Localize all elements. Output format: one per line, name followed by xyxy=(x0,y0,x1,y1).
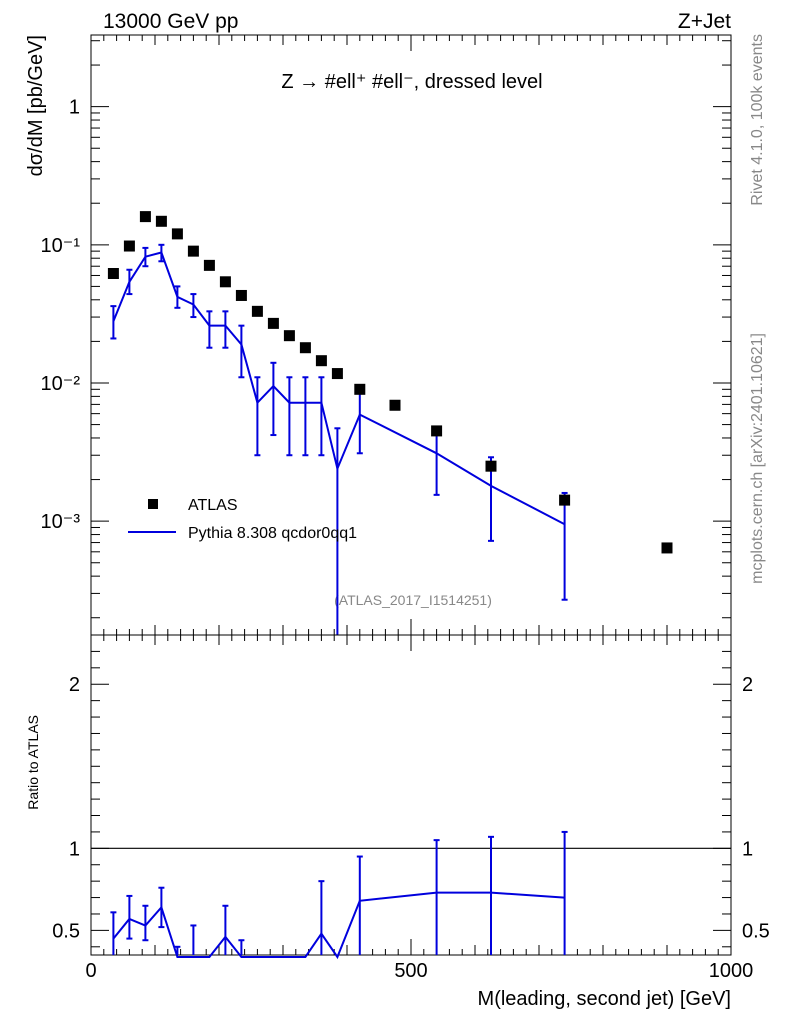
x-tick-label: 0 xyxy=(85,960,96,982)
ratio-panel: 0.5 0.5 1 1 2 2 0 500 1000 Ratio to ATLAS M(lea… xyxy=(25,634,770,1010)
legend-atlas-marker xyxy=(148,499,158,509)
atlas-point xyxy=(267,317,279,329)
atlas-point xyxy=(219,276,231,288)
atlas-point xyxy=(123,240,135,252)
atlas-point xyxy=(155,215,167,227)
ratio-y-tick-label-left: 2 xyxy=(69,674,80,696)
x-tick-label: 500 xyxy=(394,960,427,982)
analysis-tag: (ATLAS_2017_I1514251) xyxy=(334,592,492,608)
main-frame xyxy=(90,34,732,636)
mcplots-label: mcplots.cern.ch [arXiv:2401.10621] xyxy=(749,333,766,584)
ratio-frame xyxy=(90,634,732,956)
atlas-point xyxy=(187,245,199,257)
plot-title: Z → #ell⁺ #ell⁻, dressed level xyxy=(281,71,542,93)
main-y-tick-label: 1 xyxy=(69,97,80,119)
atlas-point xyxy=(139,211,151,223)
legend-atlas-label: ATLAS xyxy=(188,497,238,514)
atlas-point xyxy=(235,289,247,301)
main-data-layer xyxy=(107,211,673,635)
ratio-y-tick-label-right: 1 xyxy=(742,838,753,860)
legend: ATLAS Pythia 8.308 qcdor0qq1 xyxy=(128,497,357,542)
atlas-point xyxy=(283,330,295,342)
main-axis-ticks xyxy=(90,35,732,635)
main-panel: 10⁻³ 10⁻² 10⁻¹ 1 Z → #ell⁺ #ell⁻, dressed l… xyxy=(25,34,732,636)
atlas-point xyxy=(331,368,343,380)
atlas-point xyxy=(389,399,401,411)
atlas-point xyxy=(251,305,263,317)
atlas-point xyxy=(431,425,443,437)
atlas-point xyxy=(315,355,327,367)
main-y-tick-labels: 10⁻³ 10⁻² 10⁻¹ 1 xyxy=(41,97,81,534)
ratio-y-tick-label-left: 0.5 xyxy=(52,920,80,942)
header-process: Z+Jet xyxy=(678,10,731,33)
ratio-y-tick-labels: 0.5 0.5 1 1 2 2 xyxy=(52,674,770,942)
atlas-point xyxy=(485,460,497,472)
pythia-line xyxy=(112,251,566,526)
ratio-axis-ticks xyxy=(90,634,732,955)
main-y-tick-label: 10⁻³ xyxy=(41,511,81,533)
atlas-point xyxy=(661,542,673,554)
main-y-axis-label: dσ/dM [pb/GeV] xyxy=(25,35,47,176)
atlas-point xyxy=(203,259,215,271)
atlas-point xyxy=(107,268,119,280)
x-tick-labels: 0 500 1000 xyxy=(85,960,753,982)
main-y-tick-label: 10⁻¹ xyxy=(41,235,81,257)
header-energy: 13000 GeV pp xyxy=(103,10,238,33)
rivet-label: Rivet 4.1.0, 100k events xyxy=(749,34,766,206)
ratio-y-tick-label-right: 2 xyxy=(742,674,753,696)
x-axis-label: M(leading, second jet) [GeV] xyxy=(478,988,731,1010)
atlas-point xyxy=(559,494,571,506)
ratio-y-axis-label: Ratio to ATLAS xyxy=(25,715,41,810)
atlas-point xyxy=(354,383,366,395)
atlas-point xyxy=(171,228,183,240)
main-y-tick-label: 10⁻² xyxy=(41,373,81,395)
atlas-point xyxy=(299,342,311,354)
legend-pythia-label: Pythia 8.308 qcdor0qq1 xyxy=(188,525,357,542)
ratio-y-tick-label-left: 1 xyxy=(69,838,80,860)
ratio-y-tick-label-right: 0.5 xyxy=(742,920,770,942)
ratio-line xyxy=(112,891,565,960)
ratio-data-layer xyxy=(91,830,731,960)
x-tick-label: 1000 xyxy=(709,960,754,982)
